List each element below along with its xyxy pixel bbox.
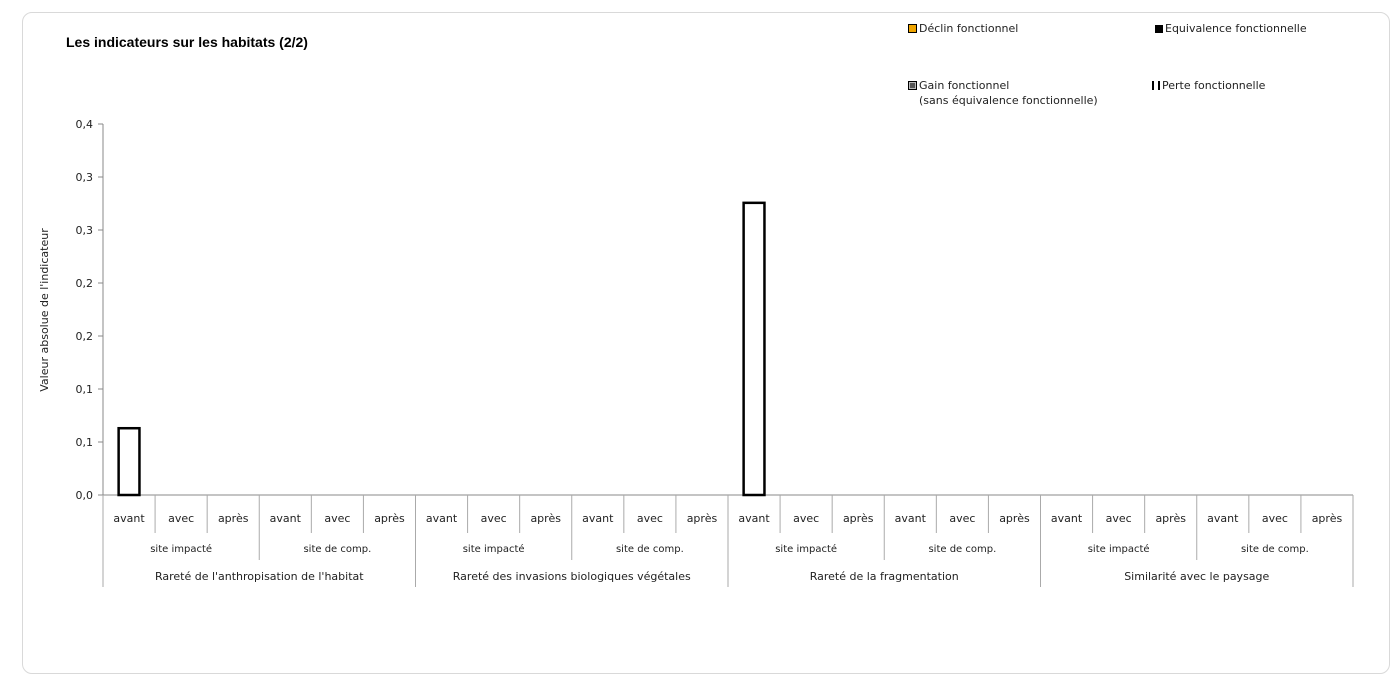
x-tick-label: avant: [1207, 512, 1239, 525]
legend-item-decline: Déclin fonctionnel: [908, 21, 1018, 36]
x-site-label: site de comp.: [303, 544, 371, 555]
x-axis-group: avant avec après avant avec après avant avec apr…: [102, 495, 1354, 587]
legend-swatch-perte: [1152, 81, 1160, 90]
x-tick-label: avant: [270, 512, 302, 525]
chart-frame: [22, 12, 1390, 674]
x-tick-label: après: [999, 512, 1030, 525]
x-tick-label: avec: [949, 512, 975, 525]
x-tick-label: avant: [113, 512, 145, 525]
y-tick-label: 0,3: [76, 171, 94, 184]
x-tick-label: avec: [1106, 512, 1132, 525]
x-tick-label: après: [530, 512, 561, 525]
legend-label-gain: Gain fonctionnel: [919, 79, 1010, 92]
legend-item-perte: Perte fonctionnelle: [1152, 78, 1265, 93]
x-tick-label: après: [1155, 512, 1186, 525]
legend-swatch-decline: [908, 24, 917, 33]
legend-label-equivalence: Equivalence fonctionnelle: [1165, 22, 1307, 35]
x-site-label: site impacté: [463, 543, 525, 555]
x-tick-label: avec: [1262, 512, 1288, 525]
x-site-label: site de comp.: [1241, 544, 1309, 555]
x-tick-label: après: [218, 512, 249, 525]
x-tick-label: après: [843, 512, 874, 525]
x-tick-label: avec: [637, 512, 663, 525]
chart-plot: Valeur absolue de l'indicateur 0,0 0,1 0,1…: [38, 118, 1354, 587]
y-axis-label: Valeur absolue de l'indicateur: [38, 228, 51, 392]
x-tick-label: après: [687, 512, 718, 525]
bars-group: [117, 201, 766, 497]
x-site-label: site impacté: [1088, 543, 1150, 555]
x-group-label: Similarité avec le paysage: [1124, 570, 1269, 583]
x-site-label: site impacté: [775, 543, 837, 555]
y-tick-label: 0,4: [76, 118, 94, 131]
x-site-label: site de comp.: [616, 544, 684, 555]
legend-swatch-equivalence: [1155, 25, 1163, 33]
x-group-label: Rareté des invasions biologiques végétal…: [453, 570, 691, 583]
x-site-label: site impacté: [150, 543, 212, 555]
legend-label-perte: Perte fonctionnelle: [1162, 79, 1266, 92]
y-tick-label: 0,1: [76, 383, 94, 396]
chart-title: Les indicateurs sur les habitats (2/2): [66, 34, 308, 50]
x-tick-label: avec: [324, 512, 350, 525]
x-tick-label: avant: [426, 512, 458, 525]
bar-perte-fonctionnelle: [742, 201, 766, 497]
legend-label-decline: Déclin fonctionnel: [919, 22, 1019, 35]
y-tick-label: 0,0: [76, 489, 94, 502]
y-tick-label: 0,3: [76, 224, 94, 237]
x-tick-label: avec: [481, 512, 507, 525]
y-tick-label: 0,2: [76, 277, 94, 290]
legend-label-gain-sub: (sans équivalence fonctionnelle): [919, 94, 1098, 107]
x-group-label: Rareté de l'anthropisation de l'habitat: [155, 570, 364, 583]
legend-item-gain: Gain fonctionnel (sans équivalence fonct…: [908, 78, 1098, 108]
y-tick-label: 0,1: [76, 436, 94, 449]
y-tick-label: 0,2: [76, 330, 94, 343]
x-tick-label: avec: [793, 512, 819, 525]
x-tick-label: avec: [168, 512, 194, 525]
x-tick-label: avant: [738, 512, 770, 525]
axes-group: 0,0 0,1 0,1 0,2 0,2 0,3 0,3 0,4: [76, 118, 1353, 502]
legend-swatch-gain: [908, 81, 917, 90]
legend-item-equivalence: Equivalence fonctionnelle: [1155, 21, 1307, 36]
x-tick-label: avant: [582, 512, 614, 525]
bar-perte-fonctionnelle: [117, 426, 141, 497]
x-tick-label: après: [1312, 512, 1343, 525]
x-site-label: site de comp.: [928, 544, 996, 555]
x-tick-label: après: [374, 512, 405, 525]
x-tick-label: avant: [895, 512, 927, 525]
x-group-label: Rareté de la fragmentation: [810, 570, 959, 583]
x-tick-label: avant: [1051, 512, 1083, 525]
